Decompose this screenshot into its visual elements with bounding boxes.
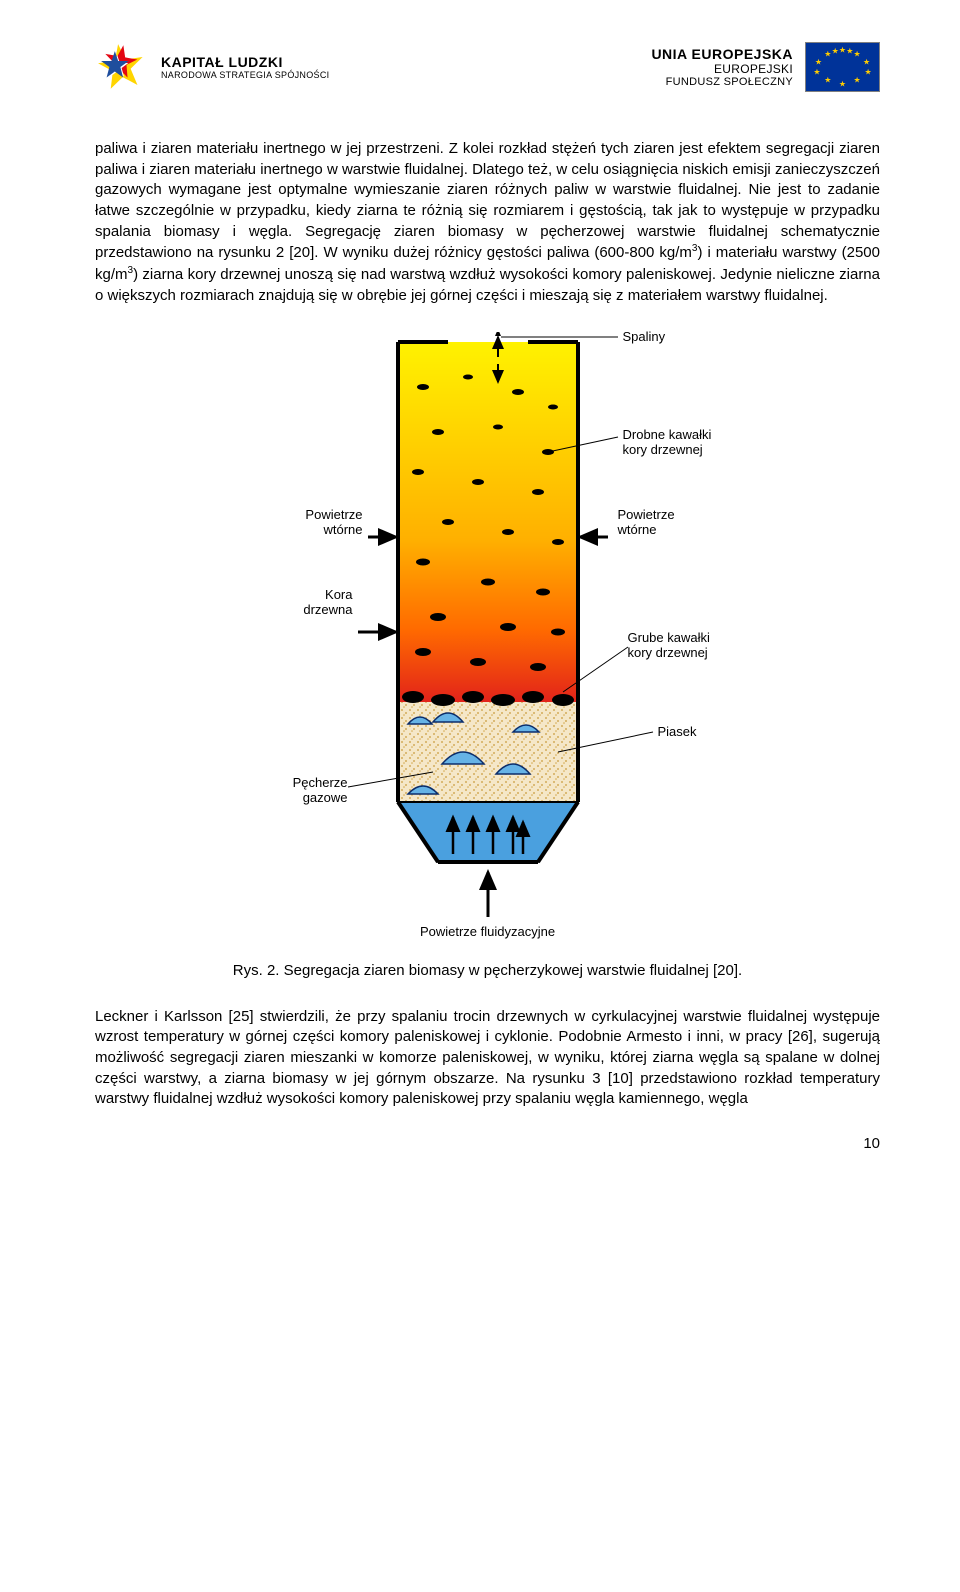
- label-pecherze: Pęcherzegazowe: [273, 775, 348, 806]
- label-drobne: Drobne kawałki kory drzewnej: [623, 427, 712, 458]
- logo-eu: UNIA EUROPEJSKA EUROPEJSKI FUNDUSZ SPOŁE…: [651, 42, 880, 92]
- label-kora: Koradrzewna: [263, 587, 353, 618]
- header: KAPITAŁ LUDZKI NARODOWA STRATEGIA SPÓJNO…: [95, 40, 880, 94]
- logo-kapital-ludzki: KAPITAŁ LUDZKI NARODOWA STRATEGIA SPÓJNO…: [95, 40, 329, 94]
- eu-title: UNIA EUROPEJSKA: [651, 46, 793, 62]
- page-number: 10: [95, 1135, 880, 1152]
- eu-sub2: FUNDUSZ SPOŁECZNY: [651, 76, 793, 88]
- p1-c: ) ziarna kory drzewnej unoszą się nad wa…: [95, 266, 880, 304]
- document-page: KAPITAŁ LUDZKI NARODOWA STRATEGIA SPÓJNO…: [0, 0, 960, 1192]
- kl-star-icon: [95, 40, 149, 94]
- paragraph-2: Leckner i Karlsson [25] stwierdzili, że …: [95, 1007, 880, 1110]
- label-pow-wt-l: Powietrzewtórne: [293, 507, 363, 538]
- eu-sub1: EUROPEJSKI: [651, 62, 793, 76]
- figure-2: Spaliny Drobne kawałki kory drzewnej Pow…: [208, 332, 768, 952]
- kl-text: KAPITAŁ LUDZKI NARODOWA STRATEGIA SPÓJNO…: [161, 54, 329, 80]
- label-pow-wt-r: Powietrzewtórne: [618, 507, 675, 538]
- label-spaliny: Spaliny: [623, 329, 666, 345]
- figure-caption: Rys. 2. Segregacja ziaren biomasy w pęch…: [95, 962, 880, 979]
- label-grube: Grube kawałki kory drzewnej: [628, 630, 710, 661]
- kl-title: KAPITAŁ LUDZKI: [161, 54, 329, 70]
- kl-subtitle: NARODOWA STRATEGIA SPÓJNOŚCI: [161, 70, 329, 80]
- label-piasek: Piasek: [658, 724, 697, 740]
- eu-flag-icon: ★ ★ ★ ★ ★ ★ ★ ★ ★ ★ ★ ★: [805, 42, 880, 92]
- paragraph-1: paliwa i ziaren materiału inertnego w je…: [95, 139, 880, 307]
- label-pow-fluid: Powietrze fluidyzacyjne: [208, 924, 768, 940]
- eu-text: UNIA EUROPEJSKA EUROPEJSKI FUNDUSZ SPOŁE…: [651, 46, 793, 88]
